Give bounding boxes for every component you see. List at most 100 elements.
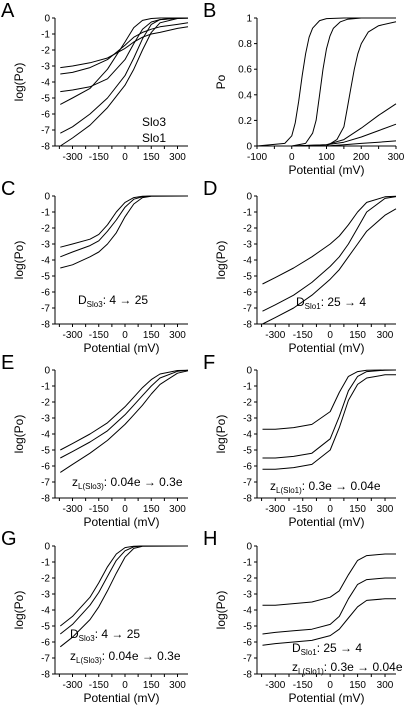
- x-tick-label: 0: [327, 330, 333, 341]
- x-tick-label: 150: [143, 680, 160, 691]
- y-tick-label: -2: [243, 224, 252, 235]
- x-tick-label: -300: [265, 504, 285, 515]
- series-line-4: [257, 103, 397, 147]
- y-tick-label: -2: [243, 398, 252, 409]
- y-tick-label: -4: [243, 256, 252, 267]
- series-line-2: [262, 196, 397, 312]
- panel-letter: G: [1, 528, 17, 550]
- series-line-2: [60, 22, 189, 75]
- x-tick-label: 150: [143, 504, 160, 515]
- panel-g: G 0 -1 -2 -3 -4 -5 -6 -7 -8 -300 -150 0 150 300 Potenti…: [1, 528, 189, 705]
- y-tick-label: -6: [41, 638, 50, 649]
- series-line-2: [257, 17, 396, 147]
- series-line-4: [60, 17, 188, 105]
- x-axis-label: Potential (mV): [288, 163, 364, 177]
- annotation: zL(Slo1): 0.3e → 0.04e: [270, 479, 381, 495]
- y-axis-label: log(Po): [12, 241, 26, 280]
- y-tick-label: -7: [243, 478, 252, 489]
- y-tick-label: -6: [41, 288, 50, 299]
- y-tick-label: -1: [41, 558, 50, 569]
- series-line-1: [262, 195, 397, 285]
- y-tick-label: -2: [41, 398, 50, 409]
- annotation: zL(Slo1): 0.3e → 0.04e: [292, 660, 403, 676]
- y-tick-label: -1: [41, 208, 50, 219]
- y-tick-label: 0: [44, 542, 50, 553]
- x-tick-label: 150: [349, 680, 366, 691]
- series-line-2: [262, 369, 397, 459]
- x-tick-label: 150: [349, 330, 366, 341]
- panel-f: F 0 -1 -2 -3 -4 -5 -6 -7 -8 -300 -150 0 150 300 Potenti…: [203, 352, 397, 529]
- x-tick-label: 0: [122, 330, 128, 341]
- series-line-1: [262, 369, 396, 430]
- y-tick-label: -3: [41, 240, 50, 251]
- series-line-6: [60, 17, 189, 147]
- x-tick-label: 0: [327, 504, 333, 515]
- y-axis-label: log(Po): [12, 591, 26, 630]
- y-tick-label: 0.4: [238, 90, 252, 101]
- y-tick-label: -8: [243, 670, 252, 681]
- panel-letter: H: [203, 528, 217, 550]
- x-tick-label: -150: [293, 680, 313, 691]
- y-tick-label: 0.2: [238, 116, 252, 127]
- series-line-3: [262, 374, 396, 470]
- annotation: zL(Slo3): 0.04e → 0.3e: [70, 649, 181, 665]
- series-line-1: [60, 195, 188, 248]
- y-tick-label: -3: [243, 240, 252, 251]
- series-line-1: [60, 369, 189, 451]
- y-axis-label: log(Po): [214, 591, 228, 630]
- series-line-3: [262, 208, 397, 325]
- annotation: DSlo3: 4 → 25: [78, 293, 148, 309]
- panel-letter: B: [203, 0, 216, 22]
- x-tick-label: 0: [289, 152, 295, 163]
- panel-e: E 0 -1 -2 -3 -4 -5 -6 -7 -8 -300 -150 0 150 300 Potenti…: [1, 352, 189, 529]
- panel-d: D 0 -1 -2 -3 -4 -5 -6 -7 -8 -300 -150 0 150 300 Potenti…: [203, 178, 397, 355]
- x-tick-label: 200: [353, 152, 370, 163]
- y-tick-label: -1: [243, 558, 252, 569]
- x-tick-label: -150: [89, 680, 109, 691]
- x-axis-label: Potential (mV): [288, 515, 364, 529]
- panel-h: H 0 -1 -2 -3 -4 -5 -6 -7 -8 -300 -150 0 150 300 Potenti…: [203, 528, 403, 705]
- y-tick-label: -3: [243, 414, 252, 425]
- x-tick-label: -300: [62, 504, 82, 515]
- y-tick-label: -5: [41, 446, 50, 457]
- y-axis-label: log(Po): [214, 241, 228, 280]
- y-tick-label: -7: [41, 478, 50, 489]
- x-axis-label: Potential (mV): [288, 341, 364, 355]
- y-tick-label: -2: [41, 574, 50, 585]
- panel-letter: E: [1, 352, 14, 374]
- y-tick-label: -1: [41, 382, 50, 393]
- series-line-3: [59, 545, 189, 648]
- y-tick-label: -6: [243, 638, 252, 649]
- series-line-1: [262, 553, 396, 606]
- y-tick-label: -8: [243, 320, 252, 331]
- series-line-3: [262, 598, 396, 646]
- x-tick-label: 150: [349, 504, 366, 515]
- y-tick-label: -8: [41, 142, 50, 153]
- y-tick-label: -1: [243, 382, 252, 393]
- y-tick-label: -8: [41, 494, 50, 505]
- x-tick-label: 0: [327, 680, 333, 691]
- y-tick-label: -3: [41, 590, 50, 601]
- y-tick-label: -4: [243, 606, 252, 617]
- panel-c: C 0 -1 -2 -3 -4 -5 -6 -7 -8 -300 -150 0 150 300 Potenti…: [1, 178, 189, 355]
- y-tick-label: -5: [243, 622, 252, 633]
- panel-letter: A: [1, 0, 15, 22]
- y-tick-label: -2: [243, 574, 252, 585]
- series-line-2: [59, 545, 188, 635]
- y-tick-label: 0: [246, 142, 252, 153]
- series-line-2: [262, 577, 396, 635]
- x-tick-label: 300: [169, 152, 186, 163]
- x-tick-label: 0: [122, 680, 128, 691]
- x-tick-label: -150: [89, 504, 109, 515]
- annotation: DSlo1: 25 → 4: [292, 641, 362, 657]
- y-tick-label: -5: [41, 622, 50, 633]
- series-line-3: [257, 21, 397, 147]
- annotation: Slo3: [142, 115, 166, 129]
- x-tick-label: -100: [247, 152, 267, 163]
- y-tick-label: 0: [44, 14, 50, 25]
- y-tick-label: -4: [41, 606, 50, 617]
- x-axis-label: Potential (mV): [83, 341, 159, 355]
- y-tick-label: -5: [41, 94, 50, 105]
- x-axis-label: Potential (mV): [83, 515, 159, 529]
